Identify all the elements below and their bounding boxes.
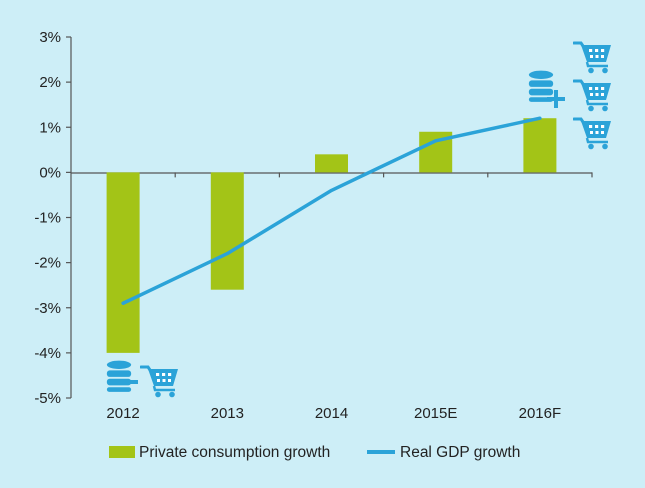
shopping-cart-icon [573,79,613,112]
bar-2013 [210,172,244,290]
legend-swatch-bar [109,446,135,458]
y-tick-label: -2% [34,255,61,272]
x-tick-label: 2015E [414,405,457,422]
gdp-growth-line [121,116,542,305]
x-tick-label: 2012 [106,405,139,422]
x-tick-label: 2016F [519,405,562,422]
database-minus-icon [106,360,138,392]
y-ticks: 3% 2% 1% 0% -1% -2% -3% -4% -5% [34,29,71,407]
legend-label-bar: Private consumption growth [139,444,330,461]
x-ticks [174,172,593,178]
gdp-line-layer [121,116,542,305]
y-tick-label: 0% [39,164,61,181]
y-tick-label: 1% [39,119,61,136]
bars [106,118,557,353]
y-tick-label: -5% [34,390,61,407]
bar-2014 [315,154,348,173]
legend-label-line: Real GDP growth [400,444,520,461]
shopping-cart-icon [140,365,180,398]
x-tick-label: 2014 [315,405,348,422]
shopping-cart-icon [573,117,613,150]
x-tick-label: 2013 [211,405,244,422]
y-tick-label: -3% [34,300,61,317]
bar-2016F [523,118,557,173]
x-labels: 2012 2013 2014 2015E 2016F [106,405,561,422]
y-tick-label: 3% [39,29,61,46]
y-tick-label: 2% [39,74,61,91]
shopping-cart-icon [573,41,613,74]
bar-2012 [106,172,140,353]
legend: Private consumption growth Real GDP grow… [109,444,520,461]
database-plus-icon [528,70,565,108]
y-tick-label: -4% [34,345,61,362]
y-tick-label: -1% [34,210,61,227]
